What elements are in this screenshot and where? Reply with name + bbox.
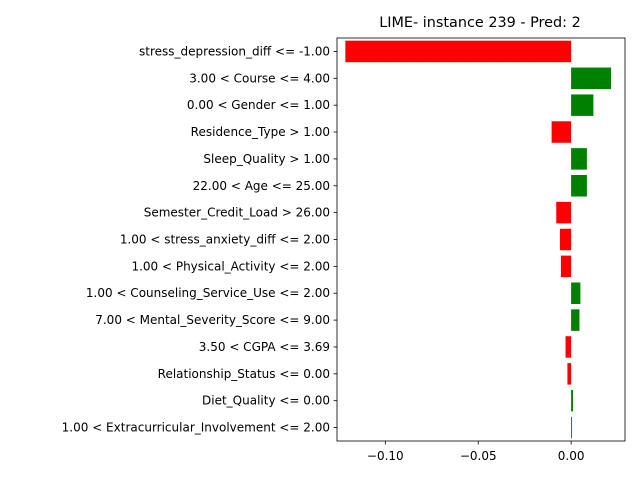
y-tick-label: 1.00 < stress_anxiety_diff <= 2.00 (120, 233, 330, 247)
y-tick-label: 0.00 < Gender <= 1.00 (187, 98, 330, 112)
y-tick-label: Sleep_Quality > 1.00 (203, 152, 330, 166)
plot-frame (336, 37, 626, 442)
bar-4 (551, 121, 572, 143)
bar-12 (565, 336, 572, 358)
y-tick-label: Diet_Quality <= 0.00 (202, 394, 330, 408)
bar-2 (571, 67, 612, 90)
bar-5 (571, 148, 587, 170)
bars-group (345, 40, 612, 439)
bar-11 (571, 309, 580, 331)
x-tick-label: −0.05 (460, 449, 497, 463)
y-axis-ticks: stress_depression_diff <= -1.00 3.00 < Co… (62, 44, 337, 435)
x-tick-label: −0.10 (367, 449, 404, 463)
y-tick-label: 22.00 < Age <= 25.00 (193, 179, 330, 193)
chart-title: LIME- instance 239 - Pred: 2 (379, 15, 580, 31)
bar-15 (571, 416, 573, 439)
y-tick-label: 3.50 < CGPA <= 3.69 (199, 340, 330, 354)
bar-6 (571, 175, 587, 197)
bar-3 (571, 94, 594, 116)
x-tick-label: 0.00 (558, 449, 585, 463)
y-tick-label: Semester_Credit_Load > 26.00 (144, 206, 330, 220)
y-tick-label: Residence_Type > 1.00 (191, 125, 330, 139)
y-tick-label: Relationship_Status <= 0.00 (158, 367, 330, 381)
y-tick-label: stress_depression_diff <= -1.00 (139, 44, 330, 58)
bar-9 (560, 255, 572, 278)
bar-7 (556, 201, 572, 224)
y-tick-label: 1.00 < Counseling_Service_Use <= 2.00 (86, 286, 330, 300)
bar-13 (567, 363, 572, 385)
bar-14 (571, 389, 573, 412)
bar-10 (571, 282, 581, 304)
y-tick-label: 3.00 < Course <= 4.00 (189, 71, 330, 85)
bar-8 (559, 228, 572, 251)
y-tick-label: 7.00 < Mental_Severity_Score <= 9.00 (95, 313, 330, 327)
x-axis-ticks: −0.10 −0.05 0.00 (367, 441, 585, 463)
y-tick-label: 1.00 < Physical_Activity <= 2.00 (131, 259, 330, 273)
bar-1 (345, 40, 572, 63)
y-tick-label: 1.00 < Extracurricular_Involvement <= 2.… (62, 421, 330, 435)
